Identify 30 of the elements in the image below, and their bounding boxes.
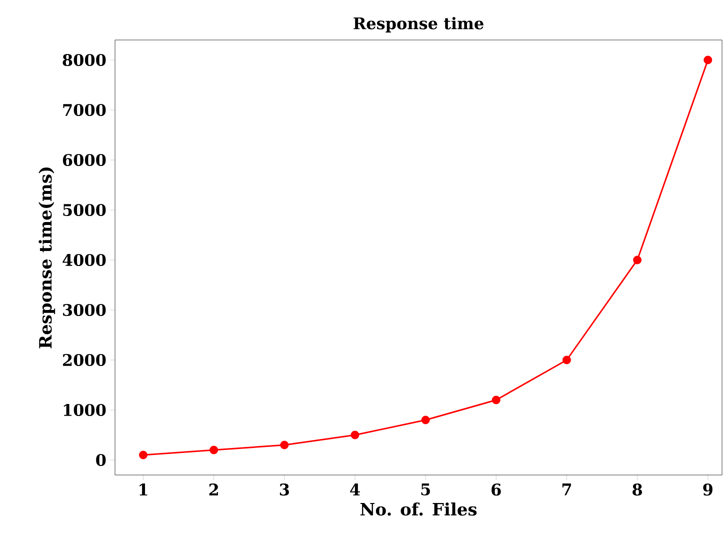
point [421,416,430,424]
y-axis-title: Response time(ms) [38,168,56,348]
point [350,430,360,440]
y-tick-label: 0 [96,454,106,466]
x-axis-title: No. of. Files [360,502,477,516]
y-tick-label: 6000 [62,154,106,166]
x-tick-label: 5 [421,484,430,496]
y-tick-label: 8000 [62,54,106,66]
point [492,396,500,404]
y-tick-label: 3000 [63,304,106,316]
point [210,446,218,454]
y-tick-label: 1000 [64,404,106,416]
x-tick-label: 1 [140,484,148,496]
x-tick-label: 4 [350,484,360,496]
x-tick-label: 2 [209,484,218,496]
y-tick-label: 5000 [63,204,106,216]
x-tick-label: 8 [632,484,642,496]
x-tick-label: 6 [492,484,501,496]
x-tick-label: 9 [703,484,712,496]
point [280,440,289,450]
y-tick-label: 2000 [63,354,106,366]
x-tick-label: 3 [280,484,289,496]
point [138,450,148,460]
y-tick-label: 7000 [63,104,106,116]
point [704,56,712,64]
y-tick-label: 4000 [62,254,106,266]
x-tick-label: 7 [562,484,571,496]
point [633,256,642,264]
point [562,356,571,364]
chart-title: Response time [354,16,484,32]
